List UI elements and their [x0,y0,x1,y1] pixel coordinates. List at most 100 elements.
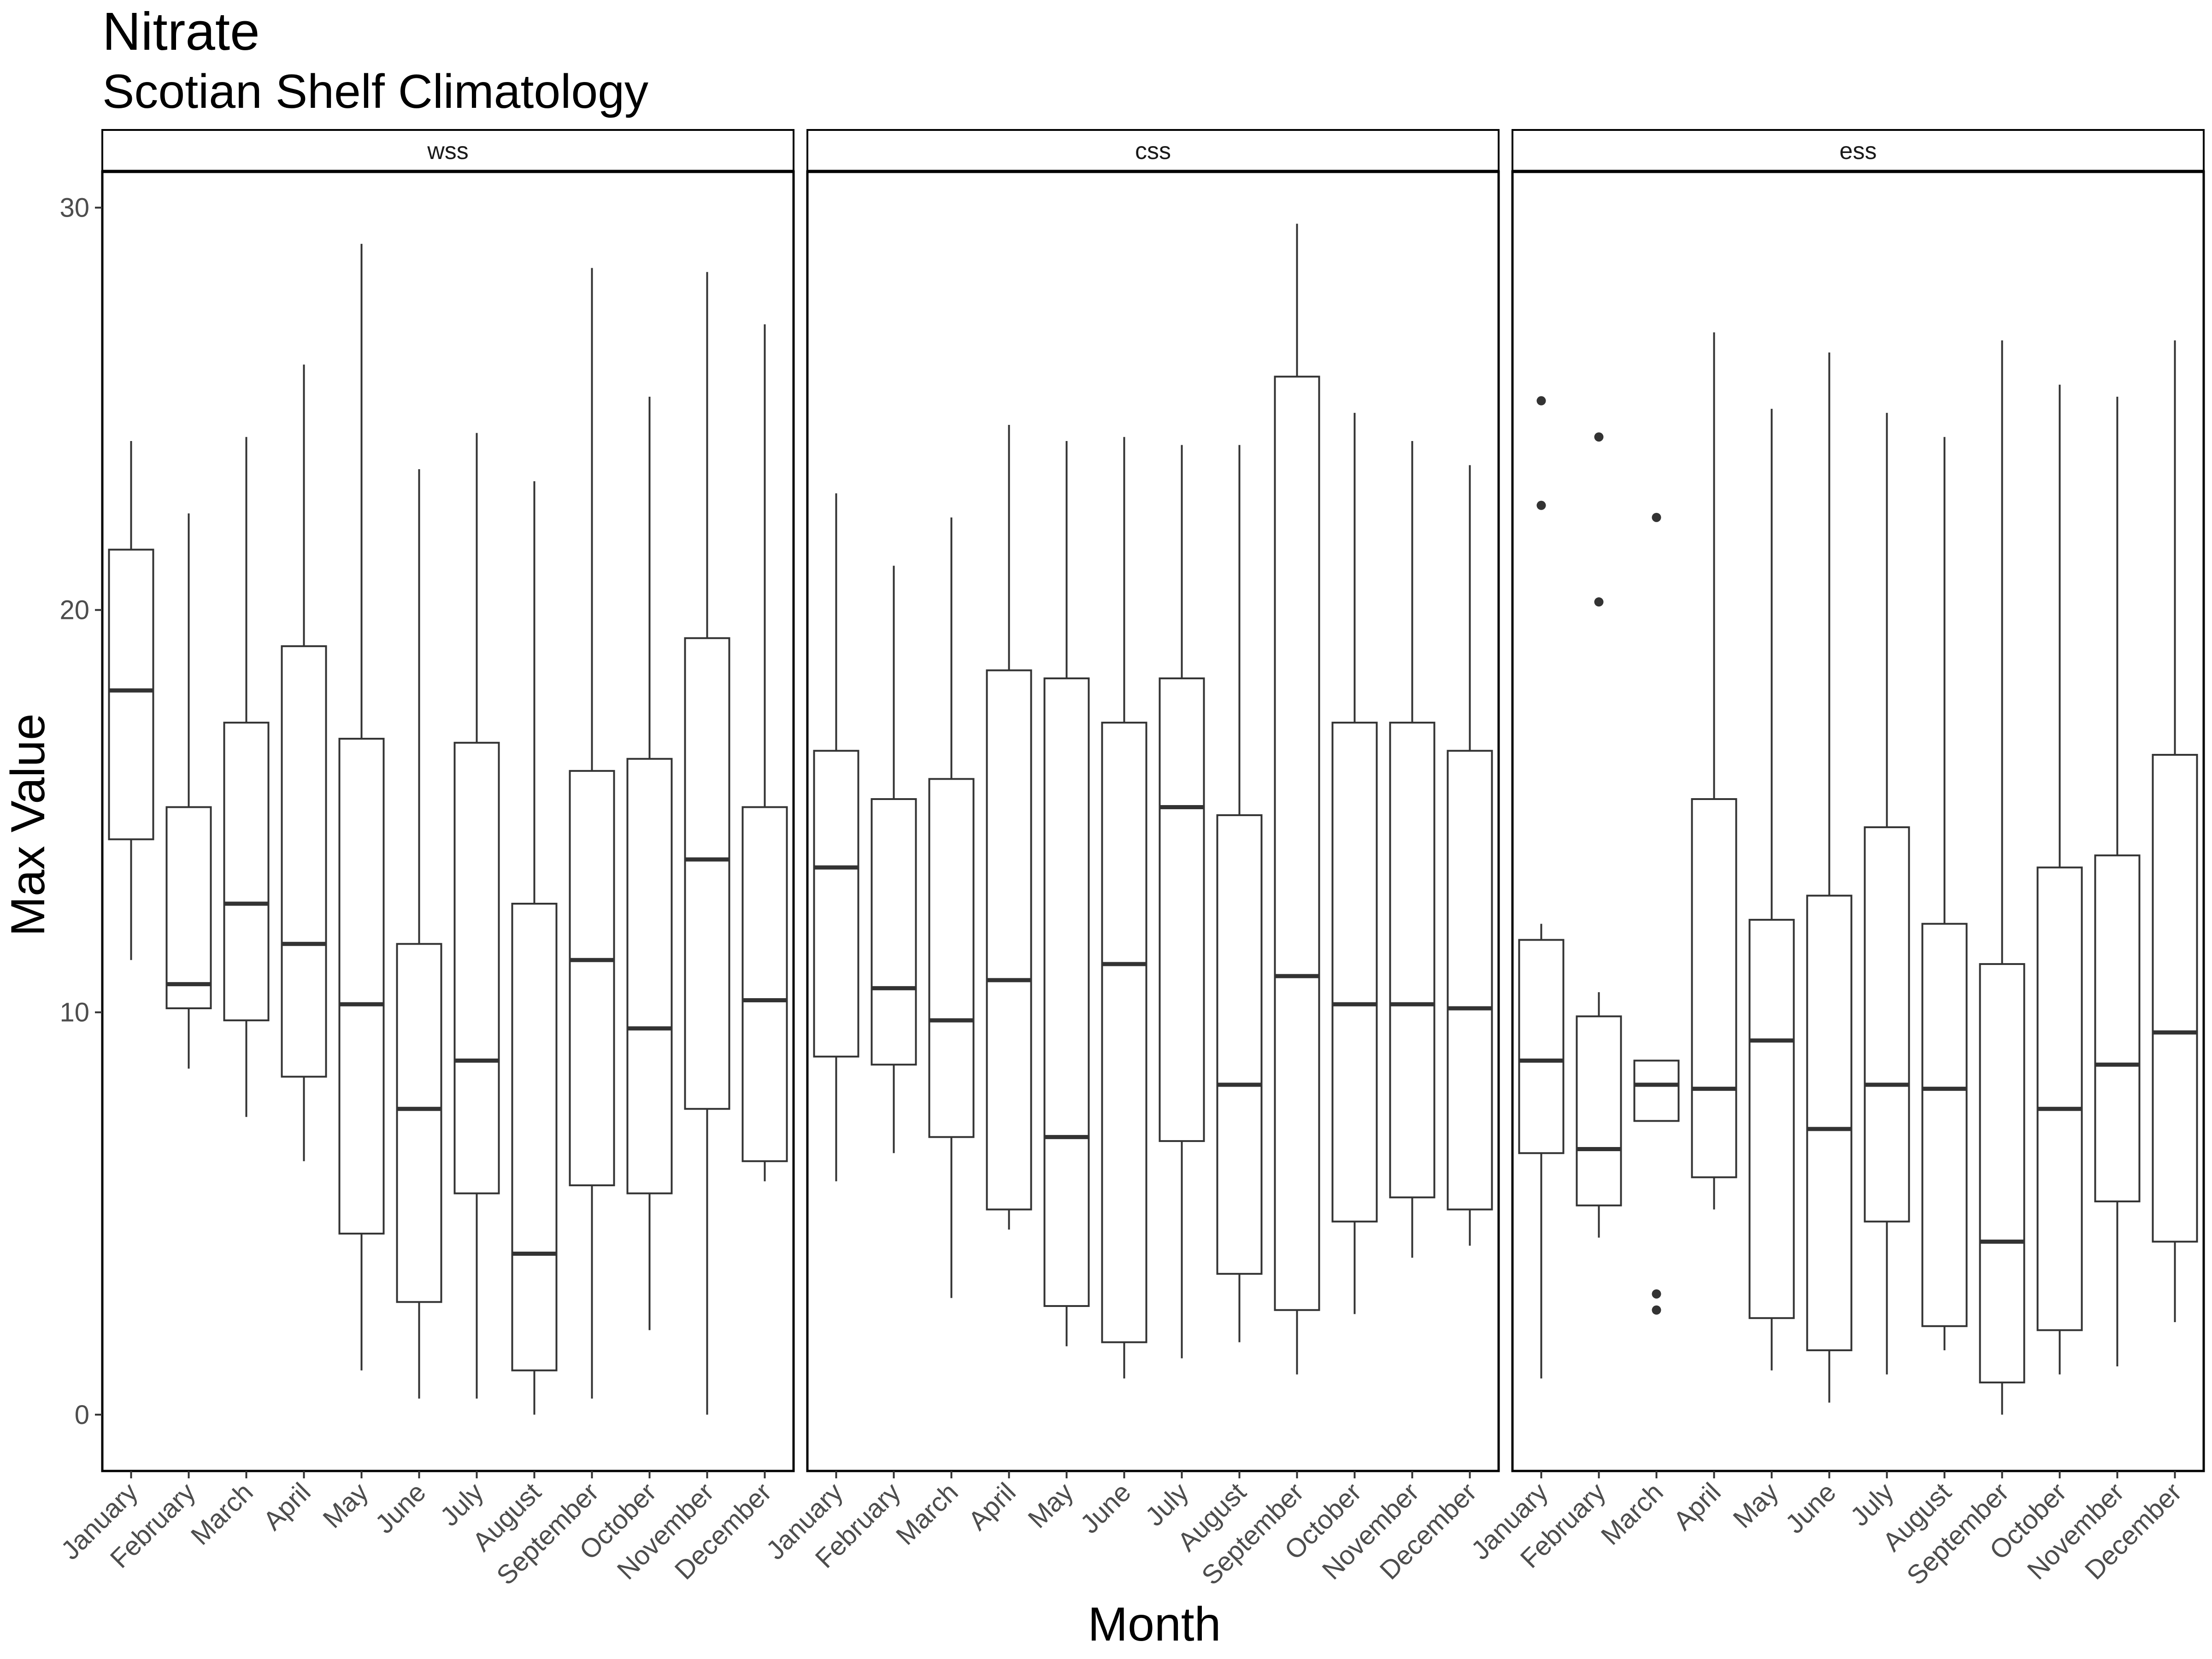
outlier-point [1594,597,1604,607]
box-iqr [928,778,975,1138]
y-axis: 0 10 20 30 [59,193,102,1430]
panel-border [1511,170,2205,1472]
box-iqr [1979,963,2025,1383]
box-iqr [626,758,673,1194]
box-february [1576,432,1622,1238]
x-tick-label: March [185,1477,259,1551]
box-december [2152,340,2198,1322]
box-february [871,565,917,1153]
box-july [453,433,500,1399]
box-october [626,396,673,1330]
outlier-point [1652,512,1661,522]
box-iqr [2152,753,2198,1243]
box-february [165,513,212,1069]
x-tick-label: June [370,1477,432,1539]
box-november [1389,441,1435,1258]
box-iqr [511,902,558,1371]
box-iqr [986,669,1032,1211]
box-iqr [108,548,154,841]
box-iqr [338,738,385,1235]
x-tick-label: June [1075,1477,1137,1539]
y-tick-label: 10 [59,998,89,1028]
box-iqr [1447,750,1493,1211]
box-iqr [1043,677,1090,1307]
box-iqr [223,722,270,1022]
box-august [511,481,558,1415]
box-iqr [2036,866,2083,1331]
x-tick-label: April [963,1477,1022,1536]
box-april [281,365,327,1161]
box-october [1331,412,1378,1314]
x-tick-label: March [890,1477,964,1551]
box-april [1691,332,1737,1210]
facet-strip-label: css [1135,138,1171,165]
box-september [1979,340,2025,1415]
y-tick-label: 0 [75,1400,89,1430]
outlier-point [1652,1305,1661,1315]
box-january [813,493,859,1182]
box-july [1159,445,1205,1359]
x-tick-label: March [1595,1477,1669,1551]
box-iqr [1159,677,1205,1142]
y-tick-label: 20 [59,595,89,625]
facet-strip-label: wss [427,138,469,165]
box-june [1806,352,1853,1403]
facet-strip [101,129,794,172]
x-axis-title: Month [1088,1598,1221,1651]
box-may [338,244,385,1371]
facet-strip-label: ess [1840,138,1877,165]
y-axis-title: Max Value [1,713,55,936]
box-august [1921,437,1968,1351]
box-iqr [1101,722,1147,1343]
x-tick-label: April [1668,1477,1727,1536]
box-november [2094,396,2141,1367]
x-tick-label: May [1022,1477,1079,1534]
box-iqr [741,806,788,1162]
x-tick-label: June [1780,1477,1842,1539]
outlier-point [1536,396,1546,406]
box-december [741,324,788,1182]
box-march [1633,512,1680,1315]
box-november [684,272,730,1415]
chart-title: Nitrate [102,1,260,61]
box-iqr [1331,722,1378,1223]
box-iqr [396,943,442,1303]
box-iqr [1806,894,1853,1352]
box-iqr [165,806,212,1009]
box-iqr [1633,1059,1680,1122]
chart-subtitle: Scotian Shelf Climatology [102,65,648,118]
box-august [1216,445,1263,1342]
box-october [2036,384,2083,1375]
box-june [1101,437,1147,1379]
box-iqr [1691,798,1737,1178]
box-iqr [1921,923,1968,1327]
box-may [1043,441,1090,1347]
box-iqr [1864,826,1910,1223]
box-iqr [871,798,917,1066]
box-january [1518,396,1565,1379]
box-september [1274,224,1320,1375]
box-march [928,517,975,1298]
box-january [108,441,154,960]
box-iqr [1274,376,1320,1311]
box-march [223,437,270,1117]
x-tick-label: May [317,1477,374,1534]
box-iqr [453,741,500,1194]
box-iqr [1748,918,1795,1319]
x-tick-label: April [258,1477,317,1536]
x-tick-label: May [1727,1477,1784,1534]
box-iqr [1389,722,1435,1199]
box-june [396,469,442,1399]
box-iqr [281,645,327,1078]
box-iqr [569,770,615,1187]
box-iqr [2094,854,2141,1203]
box-july [1864,412,1910,1375]
outlier-point [1652,1289,1661,1299]
box-iqr [1518,939,1565,1154]
facet-strip [806,129,1500,172]
box-september [569,268,615,1399]
